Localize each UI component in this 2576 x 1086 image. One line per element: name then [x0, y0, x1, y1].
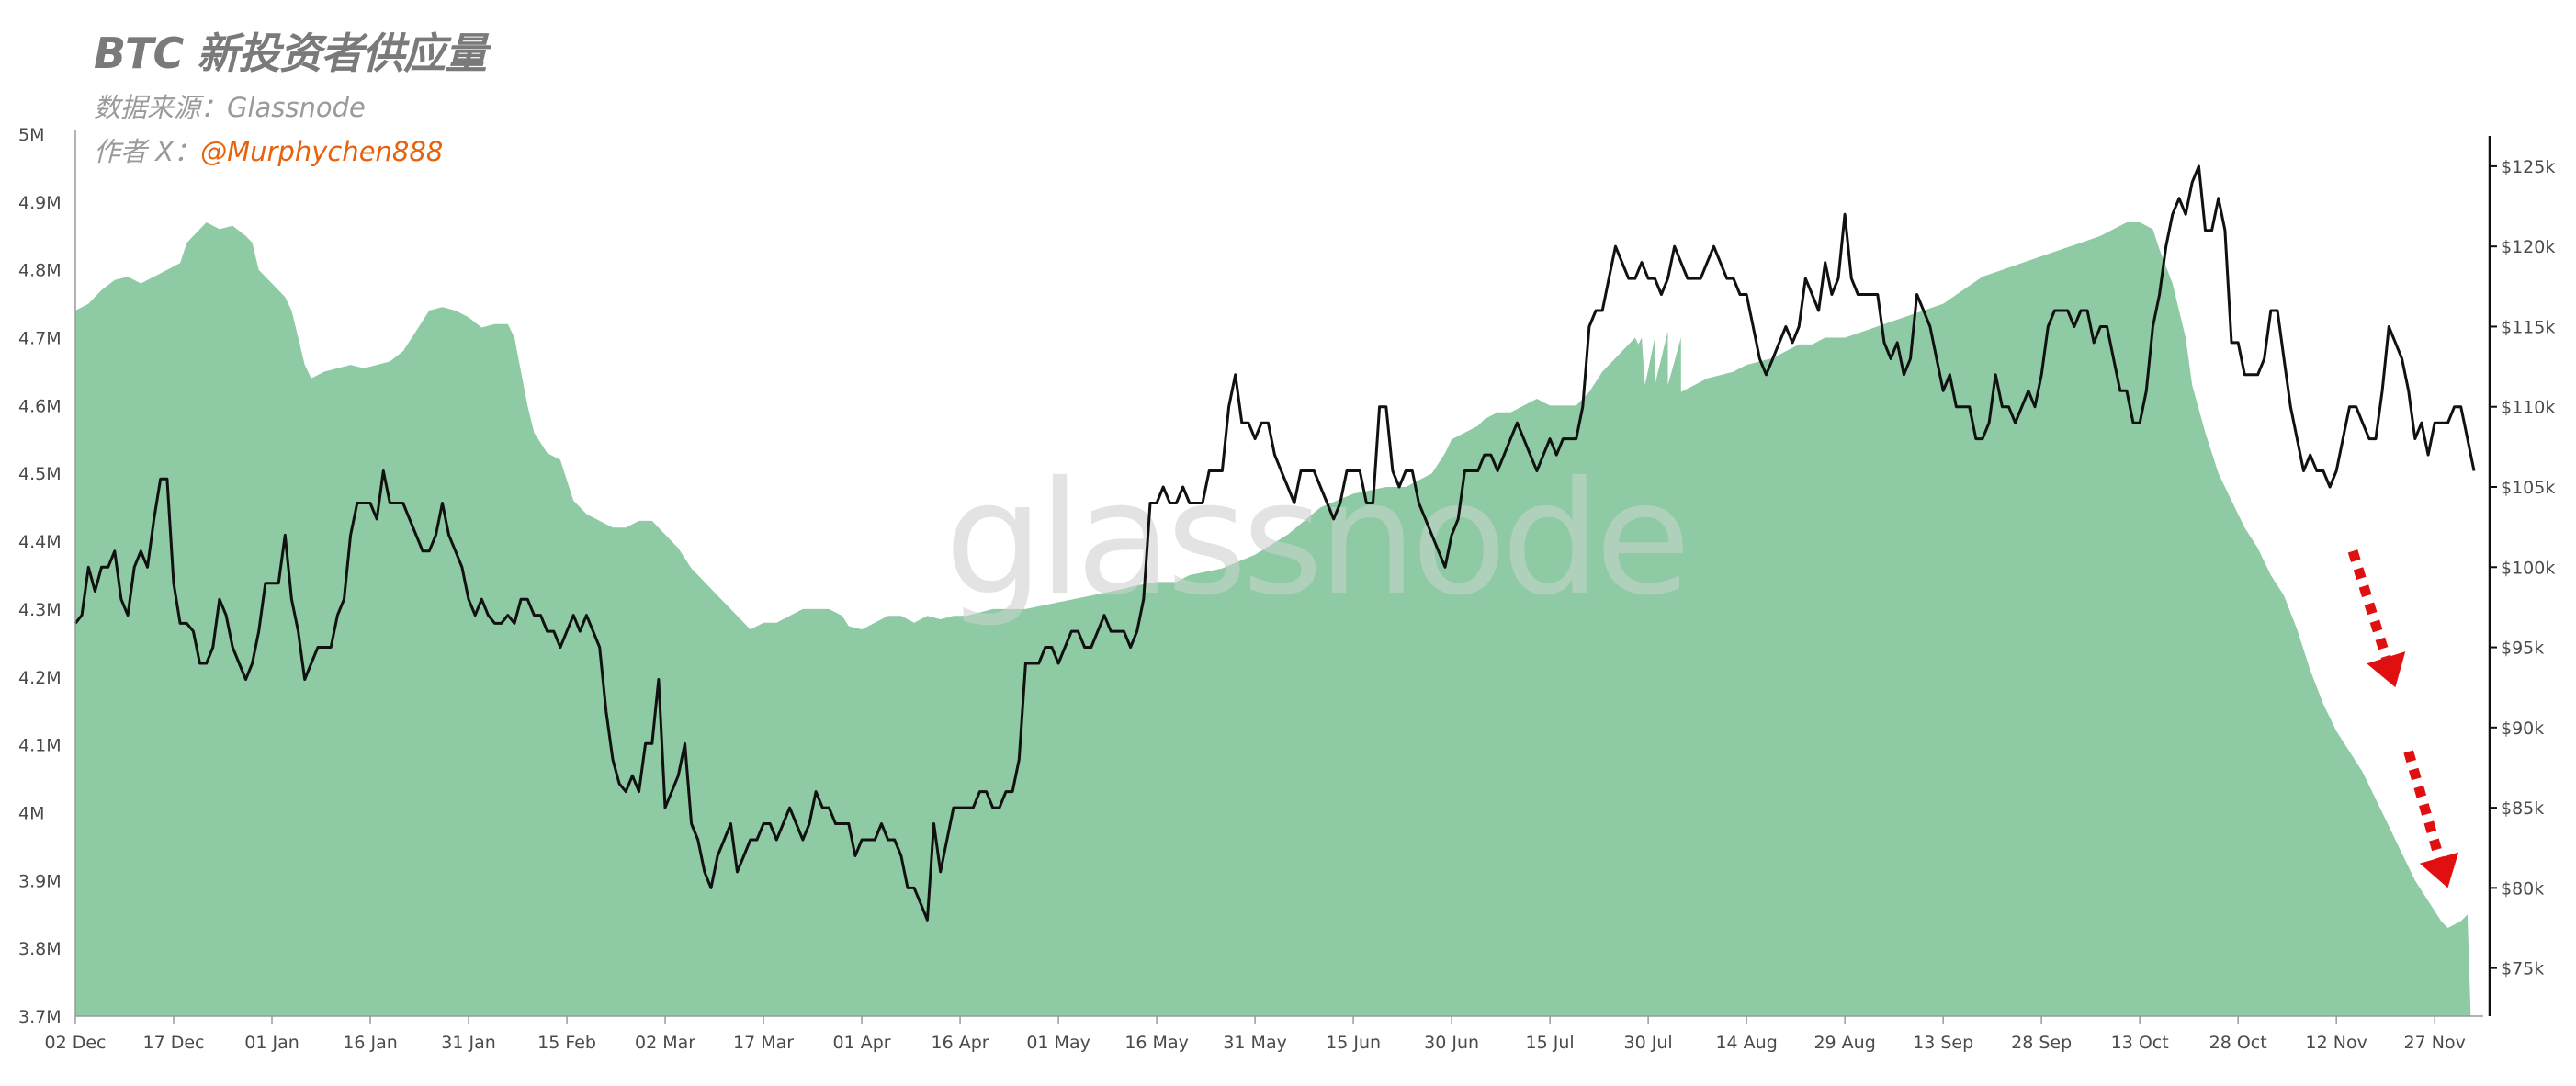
y-left-tick-label: 4.7M	[18, 329, 62, 349]
btc-price-line	[73, 164, 2476, 922]
supply-area	[75, 222, 2471, 1016]
y-right-tick-label: $85k	[2501, 798, 2544, 819]
trend-arrows	[2347, 549, 2459, 888]
y-left-tick-label: 4.9M	[18, 193, 62, 213]
y-right-tick-label: $90k	[2501, 718, 2544, 739]
y-left-tick-label: 4.4M	[18, 532, 62, 552]
axes: 3.7M 3.8M 3.9M 4M 4.1M 4.2M 4.3M 4.4M 4.5M 4.6M 4.…	[18, 125, 2555, 1053]
data-source-label: 数据来源：Glassnode	[94, 92, 366, 123]
x-tick-label: 17 Mar	[733, 1033, 794, 1053]
y-left-tick-label: 4.5M	[18, 464, 62, 484]
y-right-tick-label: $80k	[2501, 878, 2544, 899]
x-tick-label: 15 Feb	[537, 1033, 596, 1053]
x-tick-label: 31 May	[1223, 1033, 1287, 1053]
x-tick-label: 02 Dec	[45, 1033, 107, 1053]
x-tick-label: 28 Sep	[2011, 1033, 2072, 1053]
x-tick-label: 27 Nov	[2404, 1033, 2466, 1053]
author-prefix: 作者 X：	[94, 136, 201, 167]
y-right-tick-label: $75k	[2501, 959, 2544, 979]
y-left-tick-label: 4.1M	[18, 736, 62, 756]
y-right-tick-label: $95k	[2501, 639, 2544, 659]
x-tick-label: 16 Apr	[932, 1033, 989, 1053]
y-left-tick-label: 3.9M	[18, 871, 62, 891]
x-tick-label: 16 Jan	[343, 1033, 398, 1053]
price-line-layer	[73, 164, 2476, 922]
x-tick-label: 15 Jul	[1526, 1033, 1575, 1053]
supply-area-layer	[75, 222, 2471, 1016]
chart-title: BTC 新投资者供应量	[94, 28, 487, 78]
y-left-tick-label: 4.6M	[18, 396, 62, 416]
x-tick-label: 31 Jan	[441, 1033, 496, 1053]
x-tick-label: 30 Jun	[1424, 1033, 1479, 1053]
y-left-tick-label: 5M	[18, 125, 44, 145]
y-left-tick-label: 3.8M	[18, 939, 62, 959]
y-left-tick-label: 4.2M	[18, 668, 62, 688]
x-tick-label: 17 Dec	[143, 1033, 205, 1053]
y-left-tick-label: 4.8M	[18, 261, 62, 281]
author-label: 作者 X：@Murphychen888	[94, 130, 443, 169]
x-tick-label: 02 Mar	[635, 1033, 695, 1053]
y-right-tick-label: $110k	[2501, 398, 2555, 418]
x-tick-label: 14 Aug	[1715, 1033, 1777, 1053]
author-handle[interactable]: @Murphychen888	[200, 136, 444, 167]
y-right-tick-label: $120k	[2501, 237, 2555, 257]
x-tick-label: 01 Jan	[244, 1033, 299, 1053]
x-tick-label: 16 May	[1124, 1033, 1189, 1053]
down-arrow-1	[2347, 549, 2406, 688]
x-tick-label: 29 Aug	[1813, 1033, 1875, 1053]
x-tick-label: 13 Sep	[1913, 1033, 1973, 1053]
y-left-tick-label: 4M	[18, 804, 44, 824]
x-tick-label: 12 Nov	[2306, 1033, 2367, 1053]
y-left-tick-label: 4.3M	[18, 600, 62, 620]
x-tick-label: 01 May	[1026, 1033, 1090, 1053]
x-tick-label: 15 Jun	[1326, 1033, 1381, 1053]
x-tick-label: 13 Oct	[2111, 1033, 2169, 1053]
y-right-tick-label: $115k	[2501, 318, 2555, 338]
x-tick-label: 30 Jul	[1624, 1033, 1673, 1053]
y-right-tick-label: $105k	[2501, 478, 2555, 498]
y-left-tick-label: 3.7M	[18, 1007, 62, 1027]
y-right-tick-label: $125k	[2501, 157, 2555, 177]
y-right-tick-label: $100k	[2501, 558, 2555, 578]
x-tick-label: 28 Oct	[2209, 1033, 2267, 1053]
x-tick-label: 01 Apr	[833, 1033, 891, 1053]
down-arrow-2	[2403, 750, 2459, 888]
